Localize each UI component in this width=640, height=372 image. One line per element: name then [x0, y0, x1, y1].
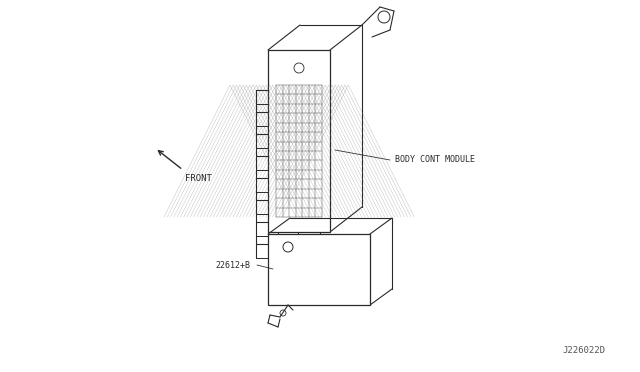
Bar	[318, 242, 338, 258]
Text: 22612+B: 22612+B	[215, 260, 250, 269]
Polygon shape	[268, 50, 330, 232]
Bar	[274, 242, 284, 252]
Bar	[322, 272, 360, 300]
Text: J226022D: J226022D	[562, 346, 605, 355]
Bar	[276, 278, 321, 296]
Bar	[276, 256, 321, 274]
Text: BODY CONT MODULE: BODY CONT MODULE	[395, 155, 475, 164]
Bar	[342, 242, 360, 258]
Polygon shape	[268, 234, 370, 305]
Bar	[274, 254, 280, 260]
Text: FRONT: FRONT	[185, 174, 212, 183]
Bar	[276, 285, 311, 297]
